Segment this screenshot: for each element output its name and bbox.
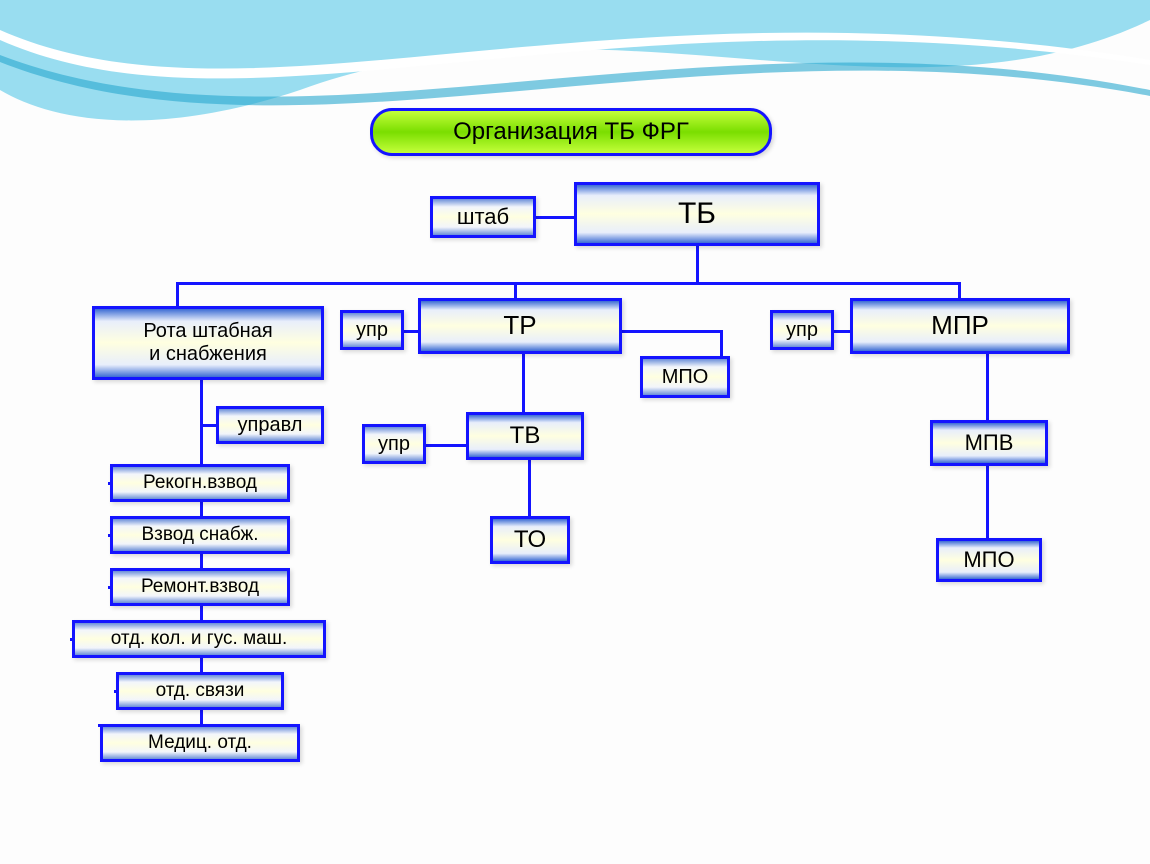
node-label-mpr: МПР: [931, 311, 989, 341]
edge-19: [522, 354, 525, 414]
edge-7: [834, 330, 850, 333]
node-label-tr: ТР: [503, 311, 536, 341]
edge-23: [986, 466, 989, 540]
node-label-rota: Рота штабная и снабжения: [143, 320, 272, 366]
node-label-tv: ТВ: [510, 422, 541, 450]
node-otdkol: отд. кол. и гус. маш.: [72, 620, 326, 658]
node-label-rekogn: Рекогн.взвод: [143, 472, 257, 494]
node-remont: Ремонт.взвод: [110, 568, 290, 606]
edge-0: [536, 216, 574, 219]
node-label-medic: Медиц. отд.: [148, 732, 252, 754]
edge-4: [514, 282, 517, 298]
node-tv: ТВ: [466, 412, 584, 460]
node-label-mpo_bot: МПО: [963, 547, 1014, 572]
edge-3: [176, 282, 179, 306]
node-label-otdkol: отд. кол. и гус. маш.: [111, 628, 288, 650]
node-title: Организация ТБ ФРГ: [370, 108, 772, 156]
node-label-upr2: упр: [786, 319, 818, 342]
edge-5: [958, 282, 961, 298]
slide: { "diagram": { "type": "org-chart", "pal…: [0, 0, 1150, 864]
edge-1: [696, 246, 699, 282]
edge-8: [622, 330, 722, 333]
node-snab: Взвод снабж.: [110, 516, 290, 554]
edge-22: [986, 354, 989, 422]
node-label-mpo_top: МПО: [662, 366, 709, 389]
edge-6: [404, 330, 418, 333]
node-label-upravl: управл: [238, 414, 303, 437]
node-tb: ТБ: [574, 182, 820, 246]
node-label-upr3: упр: [378, 433, 410, 456]
node-label-title: Организация ТБ ФРГ: [453, 118, 689, 146]
node-label-remont: Ремонт.взвод: [141, 576, 259, 598]
node-label-upr1: упр: [356, 319, 388, 342]
node-rota: Рота штабная и снабжения: [92, 306, 324, 380]
edge-21: [528, 460, 531, 518]
node-otdsv: отд. связи: [116, 672, 284, 710]
node-rekogn: Рекогн.взвод: [110, 464, 290, 502]
edge-20: [426, 444, 468, 447]
node-upravl: управл: [216, 406, 324, 444]
edge-2: [176, 282, 960, 285]
node-label-tb: ТБ: [678, 197, 716, 232]
node-mpv: МПВ: [930, 420, 1048, 466]
node-label-shtab: штаб: [457, 204, 509, 229]
node-label-mpv: МПВ: [965, 430, 1014, 455]
node-upr2: упр: [770, 310, 834, 350]
node-label-otdsv: отд. связи: [156, 680, 245, 702]
node-upr3: упр: [362, 424, 426, 464]
node-upr1: упр: [340, 310, 404, 350]
node-medic: Медиц. отд.: [100, 724, 300, 762]
node-label-snab: Взвод снабж.: [142, 524, 259, 546]
node-to: ТО: [490, 516, 570, 564]
node-tr: ТР: [418, 298, 622, 354]
node-shtab: штаб: [430, 196, 536, 238]
node-label-to: ТО: [514, 526, 546, 554]
node-mpo_bot: МПО: [936, 538, 1042, 582]
node-mpo_top: МПО: [640, 356, 730, 398]
node-mpr: МПР: [850, 298, 1070, 354]
